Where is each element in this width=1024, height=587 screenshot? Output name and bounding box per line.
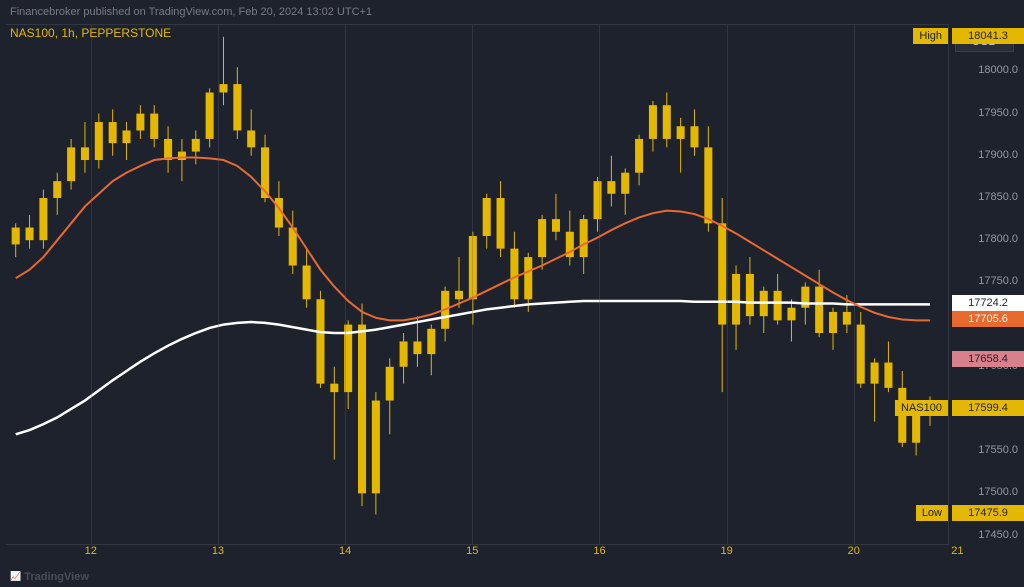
price-marker-high: 18041.3	[952, 28, 1024, 44]
price-tick: 17500.0	[978, 486, 1018, 498]
day-separator	[599, 25, 600, 544]
day-separator	[727, 25, 728, 544]
time-tick: 20	[848, 545, 860, 557]
price-tick: 17450.0	[978, 529, 1018, 541]
price-tick: 17850.0	[978, 191, 1018, 203]
price-marker-low: 17475.9	[952, 505, 1024, 521]
price-marker-price: 17724.2	[952, 295, 1024, 311]
price-marker-price: 17658.4	[952, 351, 1024, 367]
price-marker-label-current: NAS100	[895, 400, 948, 416]
time-tick: 13	[212, 545, 224, 557]
time-tick: 21	[951, 545, 963, 557]
price-marker-label-low: Low	[916, 505, 948, 521]
price-tick: 18000.0	[978, 64, 1018, 76]
day-separator	[854, 25, 855, 544]
price-marker-current: 17599.4	[952, 400, 1024, 416]
price-tick: 17550.0	[978, 444, 1018, 456]
time-tick: 16	[593, 545, 605, 557]
time-tick: 14	[339, 545, 351, 557]
publish-text: Financebroker published on TradingView.c…	[10, 6, 372, 18]
day-separator	[91, 25, 92, 544]
price-tick: 17800.0	[978, 233, 1018, 245]
price-axis[interactable]: 17450.017500.017550.017600.017650.017700…	[948, 24, 1024, 545]
price-tick: 17750.0	[978, 275, 1018, 287]
time-tick: 12	[85, 545, 97, 557]
time-tick: 19	[721, 545, 733, 557]
day-separator	[218, 25, 219, 544]
price-marker-price: 17705.6	[952, 311, 1024, 327]
day-separator	[345, 25, 346, 544]
tradingview-watermark: 📈 TradingView	[10, 571, 89, 583]
time-tick: 15	[466, 545, 478, 557]
time-axis[interactable]: 1213141516192021	[6, 545, 948, 565]
publish-header: Financebroker published on TradingView.c…	[0, 0, 1024, 24]
chart-svg	[6, 25, 948, 544]
price-tick: 17950.0	[978, 107, 1018, 119]
price-marker-label-high: High	[913, 28, 948, 44]
price-tick: 17900.0	[978, 149, 1018, 161]
chart-area[interactable]	[6, 24, 948, 545]
day-separator	[472, 25, 473, 544]
